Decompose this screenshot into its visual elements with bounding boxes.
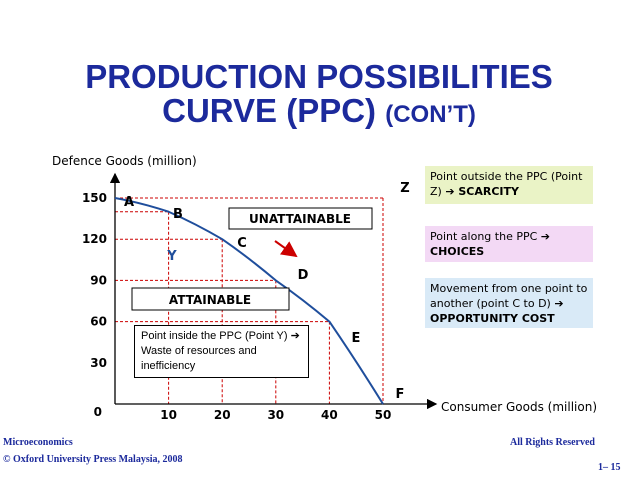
y-tick-label: 0 bbox=[94, 405, 102, 419]
attainable-box bbox=[131, 287, 290, 311]
side-note-text: Movement from one point to another (poin… bbox=[430, 282, 588, 310]
unattainable-box bbox=[228, 207, 373, 230]
x-tick-label: 30 bbox=[267, 408, 284, 422]
y-tick-label: 30 bbox=[90, 356, 107, 370]
slide-title-line2: CURVE (PPC) (CON’T) bbox=[0, 94, 638, 132]
x-axis-label: Consumer Goods (million) bbox=[441, 400, 598, 414]
side-note-emph: ➔ SCARCITY bbox=[445, 185, 519, 198]
title-suffix: (CON’T) bbox=[385, 101, 476, 128]
x-tick-label: 20 bbox=[214, 408, 231, 422]
y-tick-label: 150 bbox=[82, 191, 107, 205]
side-note-scarcity: Point outside the PPC (Point Z) ➔ SCARCI… bbox=[425, 166, 593, 204]
point-label-b: B bbox=[173, 207, 183, 222]
point-label-c: C bbox=[237, 236, 247, 251]
point-label-f: F bbox=[396, 387, 405, 402]
point-label-e: E bbox=[352, 331, 361, 346]
footer-copyright: © Oxford University Press Malaysia, 2008 bbox=[3, 454, 183, 465]
slide-title-line1: PRODUCTION POSSIBILITIES bbox=[85, 58, 553, 95]
side-note-choices: Point along the PPC ➔ CHOICES bbox=[425, 226, 593, 262]
y-tick-label: 60 bbox=[90, 315, 107, 329]
side-note-text: Point outside the PPC (Point Z) bbox=[430, 170, 583, 198]
y-tick-label: 120 bbox=[82, 232, 107, 246]
y-axis-label: Defence Goods (million) bbox=[52, 154, 197, 168]
point-label-a: A bbox=[124, 195, 134, 210]
point-label-y: Y bbox=[166, 249, 177, 264]
x-tick-label: 10 bbox=[160, 408, 177, 422]
x-tick-label: 50 bbox=[375, 408, 392, 422]
side-note-emph: CHOICES bbox=[430, 245, 485, 258]
x-tick-label: 40 bbox=[321, 408, 338, 422]
inside-ppc-note: Point inside the PPC (Point Y) ➔ Waste o… bbox=[134, 325, 309, 378]
side-note-text: Point along the PPC ➔ bbox=[430, 230, 550, 243]
movement-arrow bbox=[274, 240, 298, 258]
attainable-label: ATTAINABLE bbox=[169, 293, 251, 307]
footer-course: Microeconomics bbox=[3, 437, 73, 448]
point-label-z: Z bbox=[400, 181, 409, 196]
point-label-d: D bbox=[298, 268, 309, 283]
footer-page-number: 1– 15 bbox=[598, 462, 621, 473]
unattainable-label: UNATTAINABLE bbox=[249, 212, 351, 226]
side-note-opportunity-cost: Movement from one point to another (poin… bbox=[425, 278, 593, 328]
side-note-emph: ➔ OPPORTUNITY COST bbox=[430, 297, 564, 325]
footer-rights: All Rights Reserved bbox=[510, 437, 595, 448]
title-main: CURVE (PPC) bbox=[162, 92, 377, 129]
ppc-curve bbox=[114, 197, 384, 405]
y-tick-label: 90 bbox=[90, 273, 107, 287]
